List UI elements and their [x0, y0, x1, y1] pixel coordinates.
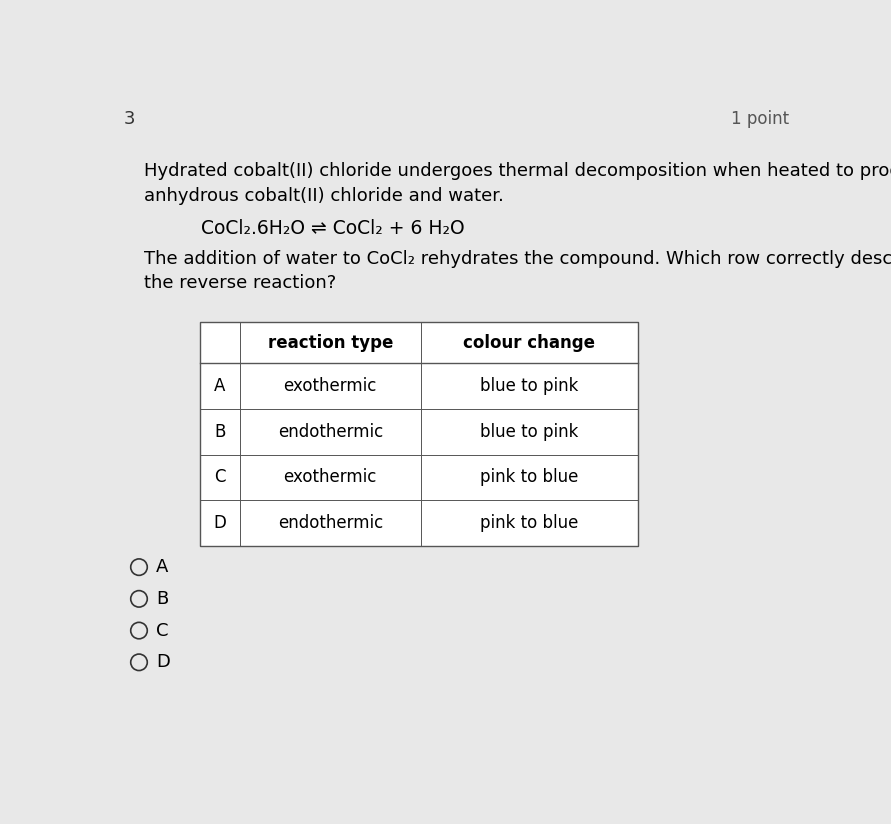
- Text: pink to blue: pink to blue: [480, 514, 578, 532]
- Text: exothermic: exothermic: [283, 377, 377, 395]
- Text: B: B: [214, 423, 225, 441]
- Text: blue to pink: blue to pink: [480, 423, 578, 441]
- Text: endothermic: endothermic: [278, 423, 383, 441]
- FancyBboxPatch shape: [200, 322, 638, 546]
- Text: colour change: colour change: [463, 334, 595, 352]
- Text: pink to blue: pink to blue: [480, 469, 578, 486]
- Text: A: A: [156, 558, 168, 576]
- Text: CoCl₂.6H₂O ⇌ CoCl₂ + 6 H₂O: CoCl₂.6H₂O ⇌ CoCl₂ + 6 H₂O: [201, 219, 465, 238]
- Text: D: D: [156, 653, 170, 672]
- Text: endothermic: endothermic: [278, 514, 383, 532]
- Text: 3: 3: [124, 110, 135, 129]
- Text: A: A: [214, 377, 225, 395]
- Text: 1 point: 1 point: [732, 110, 789, 129]
- Text: C: C: [214, 469, 225, 486]
- Text: blue to pink: blue to pink: [480, 377, 578, 395]
- Text: C: C: [156, 621, 168, 639]
- Text: The addition of water to CoCl₂ rehydrates the compound. Which row correctly desc: The addition of water to CoCl₂ rehydrate…: [143, 250, 891, 293]
- Text: D: D: [213, 514, 226, 532]
- Text: reaction type: reaction type: [267, 334, 393, 352]
- Text: B: B: [156, 590, 168, 608]
- Text: Hydrated cobalt(II) chloride undergoes thermal decomposition when heated to prod: Hydrated cobalt(II) chloride undergoes t…: [143, 162, 891, 204]
- Text: exothermic: exothermic: [283, 469, 377, 486]
